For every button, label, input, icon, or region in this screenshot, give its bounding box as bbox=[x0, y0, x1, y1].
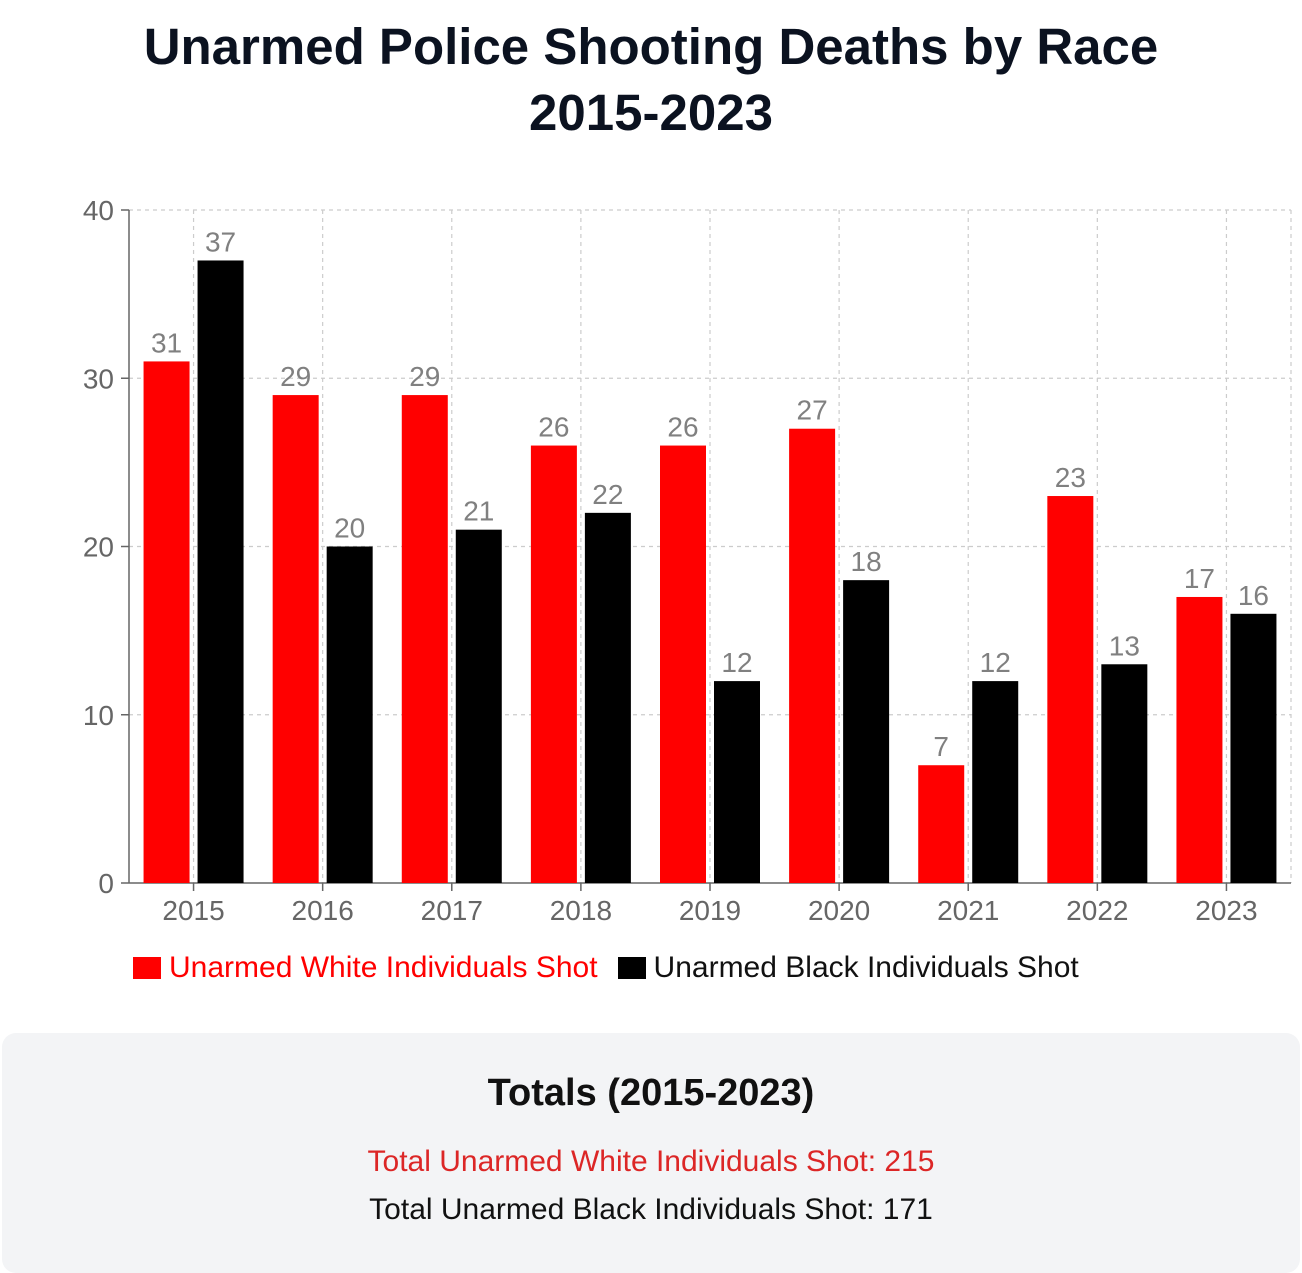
bar-value-label-white: 29 bbox=[280, 361, 311, 392]
bar-black bbox=[714, 681, 760, 883]
bar-black bbox=[584, 512, 631, 883]
bar-value-label-white: 26 bbox=[667, 412, 698, 443]
x-tick-label: 2018 bbox=[550, 895, 612, 926]
bar-value-label-black: 20 bbox=[334, 513, 365, 544]
y-tick-label: 10 bbox=[83, 700, 114, 731]
bars bbox=[143, 260, 1277, 884]
y-tick-label: 40 bbox=[83, 195, 114, 226]
y-tick-label: 0 bbox=[98, 868, 114, 899]
bar-white bbox=[918, 765, 965, 883]
bar-black bbox=[972, 681, 1019, 883]
chart-title-line-1: Unarmed Police Shooting Deaths by Race bbox=[143, 18, 1159, 75]
bar-black bbox=[843, 580, 890, 883]
total-black-text: Total Unarmed Black Individuals Shot: 17… bbox=[369, 1193, 933, 1226]
bar-black bbox=[326, 546, 373, 883]
bar-value-label-black: 16 bbox=[1238, 580, 1269, 611]
bar-white bbox=[401, 395, 448, 883]
bar-value-label-black: 22 bbox=[592, 479, 623, 510]
grid-lines bbox=[129, 209, 1292, 883]
bar-value-label-white: 17 bbox=[1184, 563, 1215, 594]
chart-title: Unarmed Police Shooting Deaths by Race 2… bbox=[0, 14, 1302, 146]
y-tick-label: 30 bbox=[83, 363, 114, 394]
bar-white bbox=[272, 395, 319, 883]
bar-value-label-black: 21 bbox=[463, 496, 494, 527]
bar-value-label-black: 12 bbox=[721, 647, 752, 678]
bar-black bbox=[1101, 664, 1148, 883]
x-tick-label: 2015 bbox=[162, 895, 224, 926]
legend-item-black[interactable]: Unarmed Black Individuals Shot bbox=[617, 948, 1079, 988]
bar-value-label-white: 7 bbox=[933, 731, 949, 762]
legend-item-white[interactable]: Unarmed White Individuals Shot bbox=[133, 948, 598, 988]
totals-panel bbox=[2, 1033, 1300, 1273]
bar-white bbox=[789, 428, 836, 883]
bar-white bbox=[660, 445, 706, 883]
bar-value-label-white: 29 bbox=[409, 361, 440, 392]
data-labels: 31 29 29 26 26 27 7 23 17 37 20 21 22 12 18 12 13 16 bbox=[151, 226, 1269, 762]
bar-value-label-white: 27 bbox=[797, 395, 828, 426]
bar-value-label-black: 12 bbox=[980, 647, 1011, 678]
bar-value-label-white: 26 bbox=[538, 412, 569, 443]
total-white-text: Total Unarmed White Individuals Shot: 21… bbox=[367, 1145, 935, 1178]
bar-value-label-white: 31 bbox=[151, 327, 182, 358]
x-tick-label: 2023 bbox=[1195, 895, 1257, 926]
legend-swatch-white bbox=[133, 957, 161, 979]
legend-label-black: Unarmed Black Individuals Shot bbox=[653, 951, 1079, 984]
legend-label-white: Unarmed White Individuals Shot bbox=[169, 951, 598, 984]
bar-value-label-white: 23 bbox=[1055, 462, 1086, 493]
y-tick-label: 20 bbox=[83, 532, 114, 563]
bar-white bbox=[143, 361, 190, 883]
x-tick-label: 2017 bbox=[421, 895, 483, 926]
legend-swatch-black bbox=[617, 957, 646, 979]
x-tick-label: 2020 bbox=[808, 895, 870, 926]
chart-legend: Unarmed White Individuals Shot Unarmed B… bbox=[133, 948, 1099, 988]
bar-white bbox=[1176, 596, 1223, 883]
totals-heading: Totals (2015-2023) bbox=[487, 1072, 815, 1114]
chart-title-line-2: 2015-2023 bbox=[529, 84, 773, 141]
bar-white bbox=[530, 445, 577, 883]
bar-black bbox=[197, 260, 244, 884]
bar-black bbox=[1230, 613, 1277, 883]
bar-white bbox=[1047, 496, 1094, 883]
x-tick-label: 2022 bbox=[1066, 895, 1128, 926]
x-tick-label: 2016 bbox=[292, 895, 354, 926]
x-tick-label: 2019 bbox=[679, 895, 741, 926]
bar-value-label-black: 37 bbox=[205, 226, 236, 257]
bar-black bbox=[455, 529, 502, 883]
bar-value-label-black: 13 bbox=[1109, 630, 1140, 661]
bar-value-label-black: 18 bbox=[851, 546, 882, 577]
x-tick-label: 2021 bbox=[937, 895, 999, 926]
